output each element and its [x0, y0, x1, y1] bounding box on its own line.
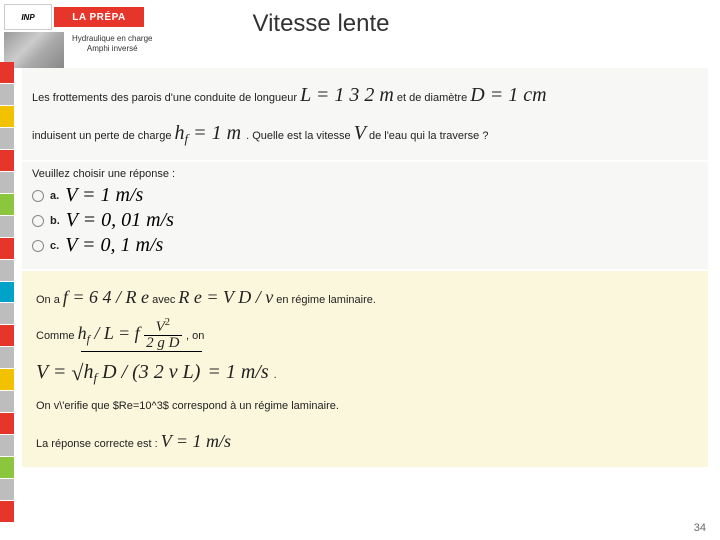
- logo-inp: INP: [4, 4, 52, 30]
- sidebar-stripe: [0, 150, 14, 171]
- color-sidebar: [0, 62, 14, 522]
- eq-D: D = 1 cm: [470, 84, 546, 106]
- choice-a[interactable]: a. V = 1 m/s: [32, 184, 698, 207]
- explanation-block: On a f = 6 4 / R e avec R e = V D / ν en…: [22, 271, 708, 467]
- sidebar-stripe: [0, 435, 14, 456]
- radio-icon[interactable]: [32, 190, 44, 202]
- logo-block: INP LA PRÉPA Hydraulique en charge Amphi…: [4, 4, 153, 68]
- sidebar-stripe: [0, 282, 14, 303]
- sidebar-stripe: [0, 194, 14, 215]
- radio-icon[interactable]: [32, 215, 44, 227]
- logo-prepa: LA PRÉPA: [54, 7, 144, 27]
- sidebar-stripe: [0, 128, 14, 149]
- question-block: Les frottements des parois d'une conduit…: [22, 68, 708, 160]
- sidebar-stripe: [0, 457, 14, 478]
- sidebar-stripe: [0, 238, 14, 259]
- choice-b[interactable]: b. V = 0, 01 m/s: [32, 209, 698, 232]
- choice-prompt: Veuillez choisir une réponse :: [32, 168, 698, 180]
- slide-title: Vitesse lente: [253, 10, 390, 38]
- sidebar-stripe: [0, 369, 14, 390]
- sidebar-stripe: [0, 216, 14, 237]
- choice-c[interactable]: c. V = 0, 1 m/s: [32, 234, 698, 257]
- eq-f: f = 6 4 / R e: [63, 287, 149, 307]
- header-subtitle: Hydraulique en charge Amphi inversé: [72, 34, 153, 53]
- content: Les frottements des parois d'une conduit…: [22, 68, 708, 467]
- sidebar-stripe: [0, 347, 14, 368]
- page-number: 34: [694, 522, 706, 534]
- sidebar-stripe: [0, 260, 14, 281]
- sidebar-stripe: [0, 84, 14, 105]
- eq-L: L = 1 3 2 m: [300, 84, 394, 106]
- header: INP LA PRÉPA Hydraulique en charge Amphi…: [0, 0, 720, 68]
- sidebar-stripe: [0, 325, 14, 346]
- regime-note: On v\'erifie que $Re=10^3$ correspond à …: [36, 395, 694, 417]
- eq-hf: hf = 1 m: [175, 122, 247, 144]
- choices-block: Veuillez choisir une réponse : a. V = 1 …: [22, 162, 708, 269]
- sidebar-stripe: [0, 501, 14, 522]
- sidebar-stripe: [0, 303, 14, 324]
- eq-Vresult: V = √hf D / (3 2 ν L) = 1 m/s: [36, 361, 274, 383]
- sidebar-stripe: [0, 62, 14, 83]
- radio-icon[interactable]: [32, 240, 44, 252]
- sidebar-stripe: [0, 172, 14, 193]
- sidebar-stripe: [0, 413, 14, 434]
- eq-answer: V = 1 m/s: [161, 431, 231, 451]
- sidebar-stripe: [0, 391, 14, 412]
- sidebar-stripe: [0, 106, 14, 127]
- eq-Re: R e = V D / ν: [178, 287, 273, 307]
- sidebar-stripe: [0, 479, 14, 500]
- eq-V: V: [354, 122, 366, 144]
- eq-hfL: hf / L = f V2 2 g D: [78, 323, 186, 343]
